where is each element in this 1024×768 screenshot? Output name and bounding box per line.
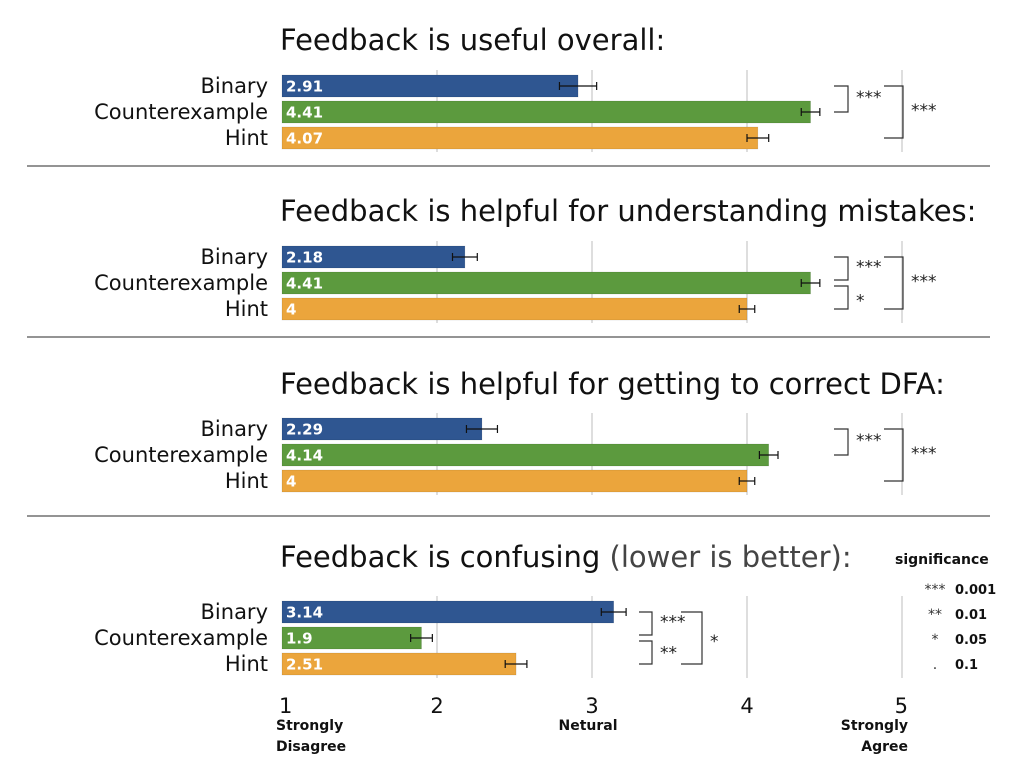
bar — [281, 600, 615, 624]
panel-title: Feedback is confusing (lower is better): — [280, 540, 852, 574]
significance-bracket — [884, 85, 904, 139]
bar-value-label: 4.07 — [286, 130, 323, 148]
bar-value-label: 2.29 — [286, 421, 323, 439]
bar — [281, 100, 811, 124]
significance-label: *** — [911, 101, 937, 121]
category-label: Binary — [201, 74, 268, 98]
bar-value-label: 4 — [286, 473, 296, 491]
legend-symbol: . — [933, 657, 937, 673]
bar-value-label: 4.14 — [286, 447, 323, 465]
significance-label: *** — [856, 431, 882, 451]
significance-label: * — [710, 632, 719, 652]
panel-2: Feedback is helpful for understanding mi… — [94, 194, 976, 321]
significance-label: * — [856, 292, 865, 312]
panel-title-main: Feedback is helpful for understanding mi… — [280, 194, 976, 228]
x-tick-label: 3 — [585, 694, 598, 718]
x-tick-caption: Netural — [558, 718, 617, 734]
significance-bracket — [639, 611, 653, 636]
panel-title-main: Feedback is useful overall: — [280, 23, 665, 57]
panel-title-main: Feedback is helpful for getting to corre… — [280, 367, 945, 401]
separator-layer — [27, 165, 990, 517]
category-label: Counterexample — [94, 271, 268, 295]
bar — [281, 74, 579, 98]
significance-label: *** — [911, 272, 937, 292]
legend-value: 0.1 — [955, 658, 978, 673]
significance-label: *** — [856, 88, 882, 108]
significance-label: *** — [856, 258, 882, 278]
panel-3: Feedback is helpful for getting to corre… — [94, 367, 945, 493]
category-label: Counterexample — [94, 100, 268, 124]
legend-symbol: * — [932, 632, 939, 648]
panel-4: Feedback is confusing (lower is better):… — [94, 540, 851, 676]
category-label: Binary — [201, 245, 268, 269]
x-tick-label: 4 — [740, 694, 753, 718]
panel-title-paren: (lower is better): — [600, 540, 851, 574]
significance-bracket — [884, 428, 904, 482]
x-tick-label: 2 — [430, 694, 443, 718]
bar-value-label: 3.14 — [286, 604, 323, 622]
category-label: Binary — [201, 600, 268, 624]
bar-value-label: 4 — [286, 301, 296, 319]
legend-value: 0.01 — [955, 608, 987, 623]
legend-title: significance — [895, 552, 989, 568]
category-label: Counterexample — [94, 626, 268, 650]
category-label: Counterexample — [94, 443, 268, 467]
bar-value-label: 4.41 — [286, 275, 323, 293]
category-label: Hint — [225, 652, 268, 676]
bar-value-label: 1.9 — [286, 630, 313, 648]
x-tick-caption: Strongly — [841, 718, 908, 734]
significance-bracket — [834, 285, 849, 310]
legend-symbol: ** — [928, 607, 942, 623]
significance-label: *** — [660, 613, 686, 633]
significance-bracket — [639, 640, 653, 665]
panel-title: Feedback is helpful for understanding mi… — [280, 194, 976, 228]
significance-label: ** — [660, 644, 677, 664]
significance-label: *** — [911, 444, 937, 464]
bar — [281, 271, 811, 295]
x-tick-caption: Strongly — [276, 718, 343, 734]
x-tick-caption: Agree — [861, 739, 908, 755]
bar-value-label: 2.18 — [286, 249, 323, 267]
significance-bracket — [884, 256, 904, 310]
legend-value: 0.001 — [955, 583, 996, 598]
category-label: Hint — [225, 297, 268, 321]
panels-layer: Feedback is useful overall: Binary 2.91 Cou… — [94, 23, 976, 676]
panel-title: Feedback is useful overall: — [280, 23, 665, 57]
legend-value: 0.05 — [955, 633, 987, 648]
significance-bracket — [834, 85, 849, 113]
significance-legend: significance *** 0.001 ** 0.01 * 0.05. 0.1 — [895, 552, 996, 673]
x-tick-label: 1 — [279, 694, 292, 718]
significance-bracket — [834, 256, 849, 281]
legend-symbol: *** — [925, 582, 946, 598]
bar-value-label: 2.91 — [286, 78, 323, 96]
significance-bracket — [681, 611, 703, 665]
bar-value-label: 2.51 — [286, 656, 323, 674]
category-label: Hint — [225, 126, 268, 150]
panel-title: Feedback is helpful for getting to corre… — [280, 367, 945, 401]
bar — [281, 297, 748, 321]
category-label: Hint — [225, 469, 268, 493]
bar — [281, 443, 770, 467]
panel-title-main: Feedback is confusing — [280, 540, 600, 574]
bar — [281, 469, 748, 493]
bar-value-label: 4.41 — [286, 104, 323, 122]
x-tick-caption: Disagree — [276, 739, 346, 755]
panel-1: Feedback is useful overall: Binary 2.91 Cou… — [94, 23, 936, 150]
x-tick-label: 5 — [895, 694, 908, 718]
category-label: Binary — [201, 417, 268, 441]
significance-bracket — [834, 428, 849, 456]
bar — [281, 126, 759, 150]
